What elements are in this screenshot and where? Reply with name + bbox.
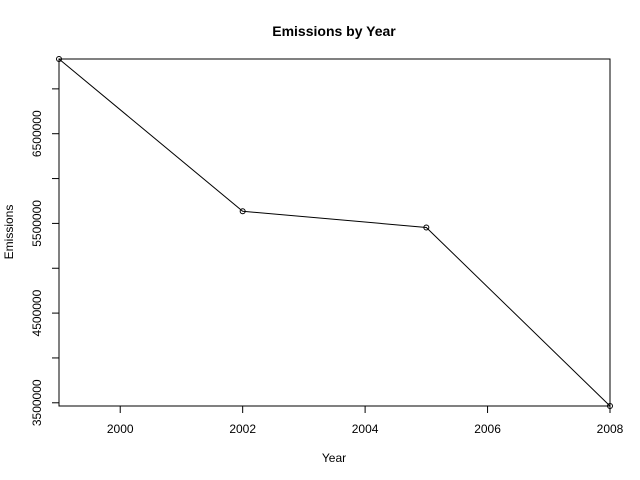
data-point [607,403,613,409]
x-tick-label: 2000 [107,422,134,436]
x-tick-label: 2002 [229,422,256,436]
y-tick-label: 6500000 [30,110,44,157]
y-tick-label: 5500000 [30,200,44,247]
series-line [58,58,611,407]
y-axis: 3500000 4500000 5500000 6500000 [30,88,59,426]
data-point [239,208,246,215]
y-tick-label: 4500000 [30,289,44,336]
y-axis-title: Emissions [2,205,16,260]
data-point [56,56,62,62]
x-tick-label: 2004 [352,422,379,436]
plot-frame [58,58,611,407]
y-tick-label: 3500000 [30,379,44,426]
x-axis-title: Year [322,451,346,465]
data-point [423,224,430,231]
x-tick-label: 2006 [474,422,501,436]
series-layer [56,56,613,409]
chart-title: Emissions by Year [272,23,396,39]
x-axis: 2000 2002 2004 2006 2008 [107,406,624,436]
x-tick-label: 2008 [597,422,624,436]
